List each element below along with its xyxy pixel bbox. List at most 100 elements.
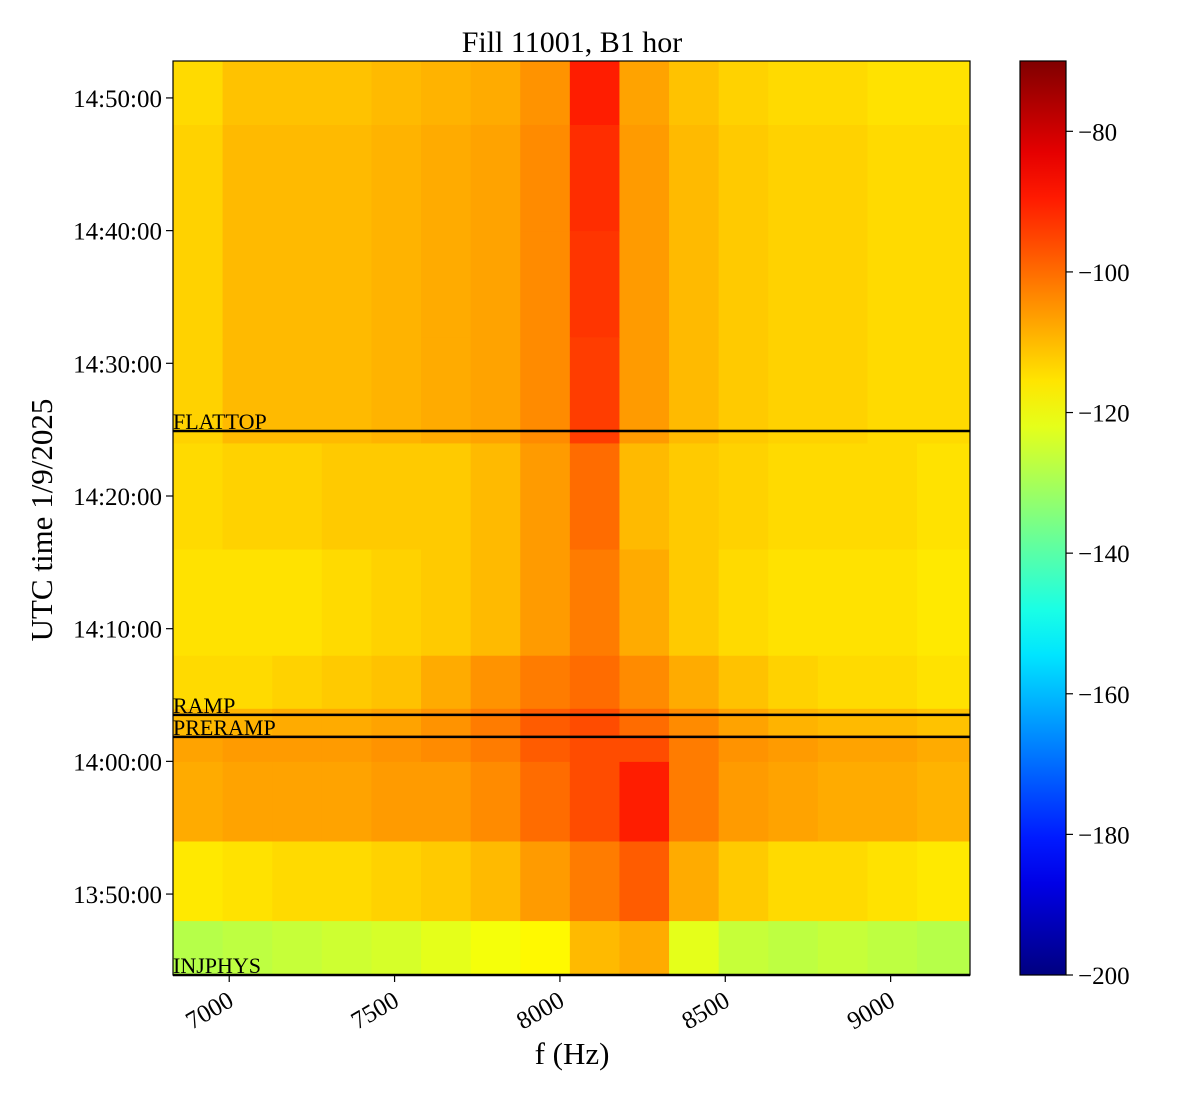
heatmap-cell [569,734,620,762]
heatmap-cell [669,734,720,762]
heatmap-cell [173,336,224,444]
x-tick-label: 7500 [347,987,404,1035]
heatmap-cell [569,840,620,922]
heatmap-cell [768,442,819,550]
heatmap-cell [619,840,670,922]
y-tick-label: 13:50:00 [73,882,162,909]
heatmap-cell [173,230,224,338]
heatmap-cell [520,761,571,842]
heatmap-cell [817,920,868,976]
heatmap-cell [222,61,273,125]
heatmap-cell [718,655,769,709]
heatmap-cell [520,336,571,444]
heatmap-cell [619,734,670,762]
heatmap-cell [867,549,918,656]
heatmap-cell [619,655,670,709]
heatmap-cell [173,442,224,550]
x-tick-label: 9000 [843,987,900,1035]
heatmap-cell [272,61,323,125]
heatmap-cell [222,442,273,550]
heatmap-cell [173,734,224,762]
heatmap-cell [470,708,521,736]
heatmap-cell [669,61,720,125]
heatmap-cell [520,655,571,709]
heatmap-cell [371,708,422,736]
x-tick-label: 7000 [181,987,238,1035]
heatmap-cell [272,549,323,656]
heatmap-cell [371,734,422,762]
heatmap-cell [619,708,670,736]
event-label: RAMP [173,693,235,718]
heatmap-cell [321,840,372,922]
heatmap-cell [817,708,868,736]
heatmap-cell [867,734,918,762]
heatmap-cell [768,920,819,976]
heatmap-cell [272,124,323,232]
chart-title: Fill 11001, B1 hor [462,26,683,59]
heatmap-cell [321,336,372,444]
heatmap-cell [669,708,720,736]
heatmap-cell [917,61,971,125]
heatmap-cell [669,840,720,922]
heatmap-cell [768,708,819,736]
heatmap-cell [222,761,273,842]
heatmap-cell [321,442,372,550]
heatmap-cell [917,442,971,550]
heatmap-cell [768,734,819,762]
heatmap-cell [470,655,521,709]
colorbar-tick-label: −100 [1078,260,1130,287]
heatmap-cell [222,549,273,656]
heatmap-cell [520,549,571,656]
heatmap-cell [222,734,273,762]
heatmap-cell [917,920,971,976]
heatmap-cell [718,61,769,125]
heatmap-cell [619,124,670,232]
heatmap-cell [421,734,472,762]
heatmap-cell [321,230,372,338]
colorbar-tick-label: −80 [1078,119,1117,146]
heatmap-cell [768,761,819,842]
heatmap-cell [371,920,422,976]
y-tick-label: 14:20:00 [73,484,162,511]
heatmap-cell [470,336,521,444]
heatmap-cell [520,734,571,762]
heatmap-cell [718,549,769,656]
heatmap-cell [371,761,422,842]
heatmap-cell [867,655,918,709]
heatmap-cell [421,708,472,736]
heatmap-cell [470,61,521,125]
heatmap-cell [718,734,769,762]
heatmap-cell [718,761,769,842]
heatmap-cell [917,230,971,338]
heatmap-cell [619,761,670,842]
colorbar-tick-label: −140 [1078,541,1130,568]
heatmap-cell [768,124,819,232]
heatmap-cell [917,124,971,232]
heatmap-cell [569,442,620,550]
heatmap-cell [222,124,273,232]
heatmap-cell [569,761,620,842]
event-label: INJPHYS [173,953,261,978]
heatmap-cell [569,655,620,709]
heatmap-cell [421,920,472,976]
heatmap-cell [569,549,620,656]
y-tick-label: 14:30:00 [73,351,162,378]
heatmap-cell [817,124,868,232]
heatmap-cell [669,230,720,338]
heatmap-cell [272,442,323,550]
heatmap-cell [917,734,971,762]
heatmap-cell [272,920,323,976]
heatmap-cell [371,655,422,709]
heatmap-cell [520,230,571,338]
heatmap-cell [520,920,571,976]
heatmap-cell [421,761,472,842]
heatmap-cell [867,920,918,976]
heatmap-cell [669,442,720,550]
event-label: FLATTOP [173,409,267,434]
heatmap-cell [917,840,971,922]
heatmap-cell [272,230,323,338]
heatmap-cell [470,230,521,338]
heatmap-cell [817,230,868,338]
heatmap-cell [619,549,670,656]
